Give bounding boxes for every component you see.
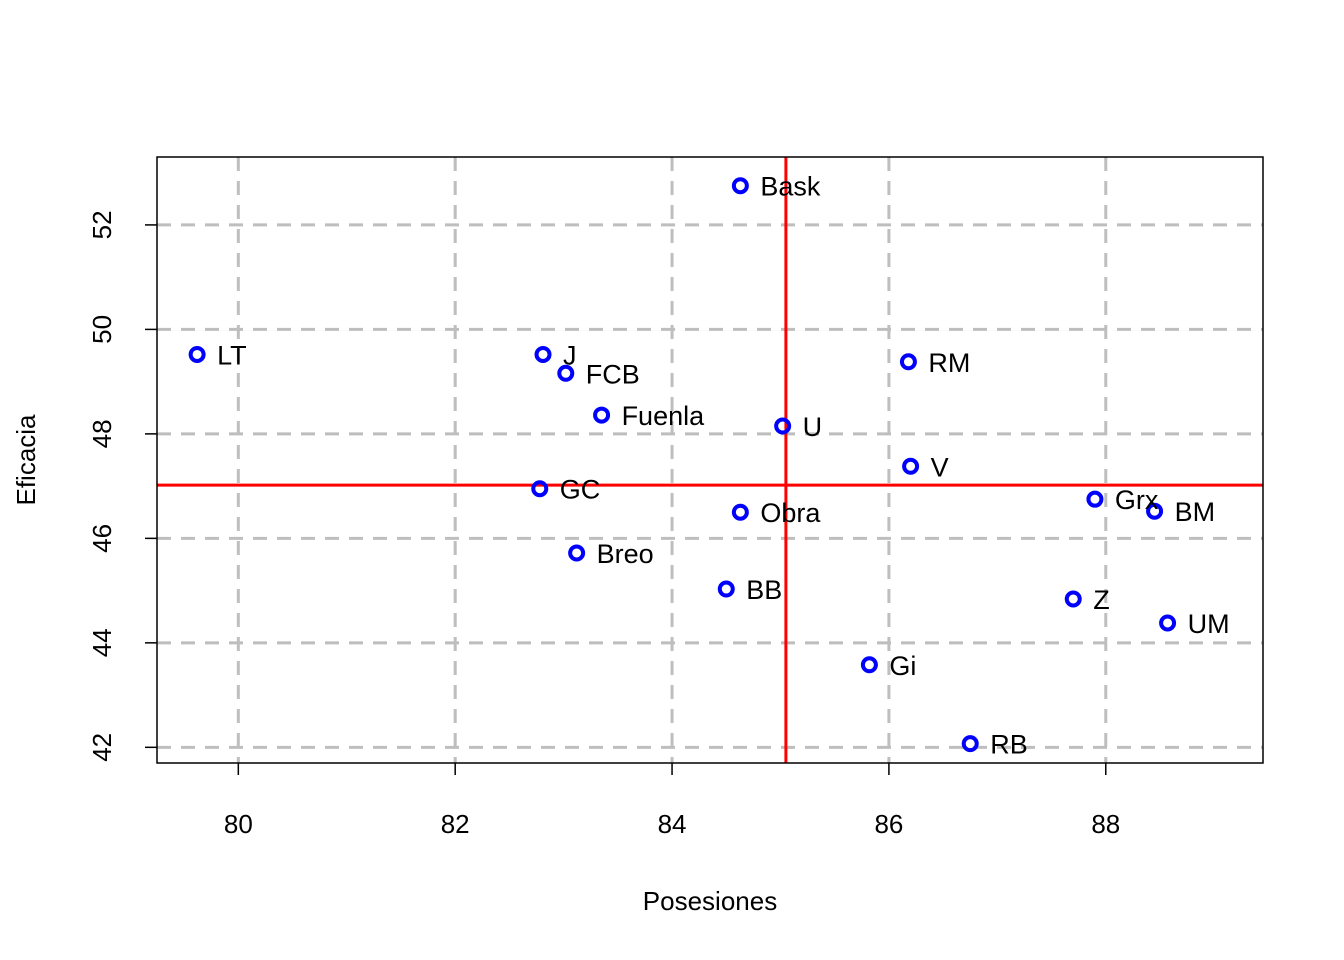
data-point [902, 457, 920, 475]
data-point [774, 417, 792, 435]
point-label: Fuenla [622, 401, 706, 431]
data-point [1064, 590, 1082, 608]
x-tick-label: 80 [224, 809, 253, 839]
x-tick-label: 82 [441, 809, 470, 839]
reference-lines [157, 157, 1263, 763]
point-label: Z [1093, 585, 1110, 615]
point-label: BB [746, 575, 782, 605]
point-label: V [931, 452, 949, 482]
data-point [531, 480, 549, 498]
point-label: FCB [586, 359, 640, 389]
data-point [568, 544, 586, 562]
y-tick-label: 42 [87, 733, 117, 762]
x-axis-title: Posesiones [643, 886, 777, 916]
point-label: Bask [760, 172, 821, 202]
point-label: Breo [597, 539, 654, 569]
data-point [1159, 614, 1177, 632]
y-tick-label: 48 [87, 419, 117, 448]
y-tick-label: 44 [87, 628, 117, 657]
data-point [961, 735, 979, 753]
data-point [1146, 502, 1164, 520]
x-axis: 80 82 84 86 88 [224, 763, 1120, 839]
point-label: Grx [1115, 485, 1159, 515]
point-label: RB [990, 730, 1028, 760]
point-label: LT [217, 340, 247, 370]
data-points [188, 177, 1177, 753]
data-point [593, 406, 611, 424]
point-label: U [803, 412, 823, 442]
data-point [731, 503, 749, 521]
y-axis: 42 44 46 48 50 52 [87, 210, 157, 762]
data-point [731, 177, 749, 195]
plot-frame [156, 156, 1264, 764]
point-label: J [563, 340, 577, 370]
y-tick-label: 52 [87, 210, 117, 239]
y-axis-title: Eficacia [11, 414, 41, 506]
point-label: GC [560, 475, 601, 505]
data-point [899, 353, 917, 371]
data-point [188, 345, 206, 363]
data-point [557, 364, 575, 382]
x-tick-label: 86 [874, 809, 903, 839]
x-tick-label: 88 [1091, 809, 1120, 839]
x-tick-label: 84 [658, 809, 687, 839]
point-label: Gi [889, 651, 916, 681]
point-labels: Bask LT J FCB RM Fuenla U V GC Grx BM Obra Breo BB Z UM… [217, 172, 1229, 760]
grid-lines [157, 157, 1263, 763]
point-label: UM [1188, 609, 1230, 639]
y-tick-label: 50 [87, 315, 117, 344]
data-point [1086, 490, 1104, 508]
point-label: BM [1175, 497, 1216, 527]
point-label: Obra [760, 498, 821, 528]
data-point [860, 656, 878, 674]
y-tick-label: 46 [87, 524, 117, 553]
data-point [717, 580, 735, 598]
data-point [534, 345, 552, 363]
point-label: RM [928, 348, 970, 378]
